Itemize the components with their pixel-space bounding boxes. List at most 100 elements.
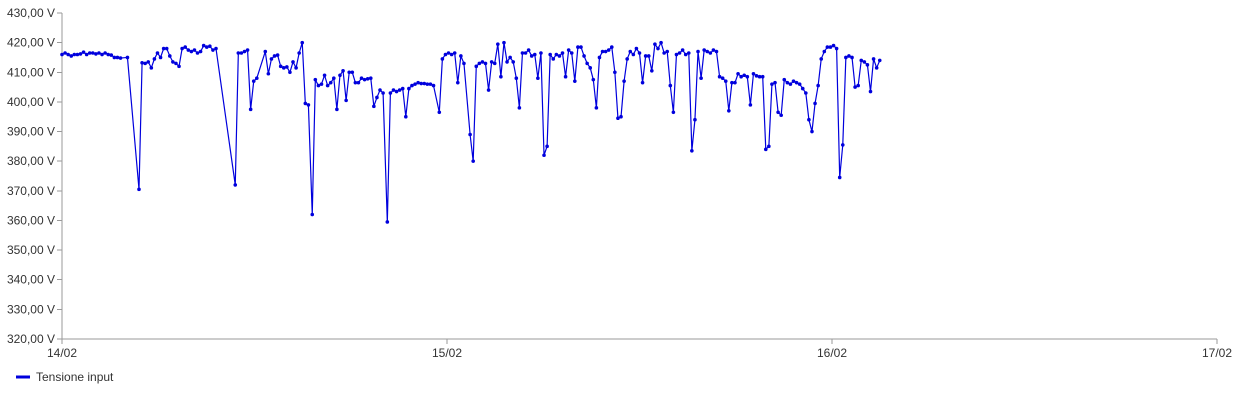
data-point (152, 57, 157, 61)
data-point (443, 52, 448, 57)
data-point (773, 80, 777, 85)
data-point (255, 76, 259, 80)
data-point (338, 73, 342, 78)
data-point (248, 107, 253, 112)
data-point (677, 51, 682, 55)
data-point (214, 46, 218, 51)
data-point (496, 42, 500, 46)
data-point (94, 52, 98, 56)
data-point (66, 52, 70, 57)
data-point (588, 66, 593, 70)
data-point (699, 76, 703, 80)
data-point (779, 113, 783, 118)
data-point (646, 54, 651, 58)
x-tick-label: 16/02 (817, 346, 847, 360)
data-point (189, 49, 194, 54)
data-point (871, 57, 876, 61)
data-point (335, 107, 339, 112)
data-point (242, 49, 247, 54)
data-point (195, 51, 200, 55)
data-point (754, 74, 759, 78)
data-point (810, 129, 814, 134)
data-point (631, 52, 636, 57)
data-point (643, 54, 648, 58)
data-point (659, 40, 663, 45)
data-point (573, 79, 577, 83)
data-point (425, 82, 430, 86)
series-line-tensione-input (61, 42, 881, 223)
data-point (723, 79, 728, 83)
data-point (536, 76, 540, 80)
data-point (785, 80, 790, 85)
data-point (174, 61, 178, 66)
data-point (548, 52, 552, 57)
data-point (272, 54, 277, 58)
data-point (84, 52, 89, 57)
data-point (566, 48, 571, 52)
data-point (862, 60, 867, 64)
data-point (650, 68, 654, 73)
data-point (683, 52, 688, 57)
data-point (294, 66, 298, 70)
data-point (275, 53, 280, 57)
data-point (736, 71, 740, 76)
data-point (690, 149, 694, 153)
data-point (523, 51, 528, 55)
data-point (303, 101, 308, 106)
data-point (868, 89, 873, 94)
data-point (477, 61, 482, 66)
data-point (171, 60, 175, 64)
data-point (804, 91, 808, 95)
data-point (245, 48, 250, 52)
data-point (347, 70, 352, 75)
data-point (416, 80, 420, 85)
data-point (859, 58, 864, 63)
data-point (579, 45, 583, 49)
data-point (834, 46, 839, 51)
data-point (285, 65, 289, 69)
data-point (825, 45, 830, 49)
data-point (569, 51, 574, 55)
data-point (844, 55, 848, 60)
data-point (828, 45, 833, 49)
data-point (437, 110, 442, 115)
data-point (168, 54, 172, 58)
data-point (837, 175, 842, 180)
series-layer (60, 40, 882, 224)
data-point (739, 74, 743, 79)
data-point (428, 82, 433, 86)
y-tick-label: 360,00 V (7, 213, 55, 227)
data-point (554, 52, 559, 57)
axes: 320,00 V 330,00 V 340,00 V 350,00 V 360,00 V… (7, 6, 1232, 360)
data-point (831, 43, 836, 48)
data-point (794, 80, 799, 85)
data-point (87, 51, 92, 55)
data-point (776, 110, 780, 115)
data-point (310, 212, 315, 217)
data-point (847, 54, 851, 58)
data-point (353, 80, 358, 85)
data-point (356, 80, 361, 85)
data-point (757, 74, 762, 79)
data-point (665, 49, 670, 54)
data-point (770, 82, 774, 86)
data-point (637, 51, 642, 55)
data-point (800, 86, 805, 91)
data-point (198, 49, 203, 54)
data-point (146, 60, 151, 64)
data-point (856, 83, 860, 88)
data-point (613, 70, 617, 75)
data-point (557, 54, 562, 58)
data-point (385, 220, 390, 224)
data-point (653, 42, 657, 46)
data-point (375, 95, 379, 100)
data-point (316, 83, 321, 88)
data-point (407, 86, 411, 91)
y-tick-label: 350,00 V (7, 243, 55, 257)
data-point (813, 101, 817, 106)
data-point (622, 79, 626, 83)
data-point (505, 60, 509, 64)
data-point (767, 144, 771, 149)
